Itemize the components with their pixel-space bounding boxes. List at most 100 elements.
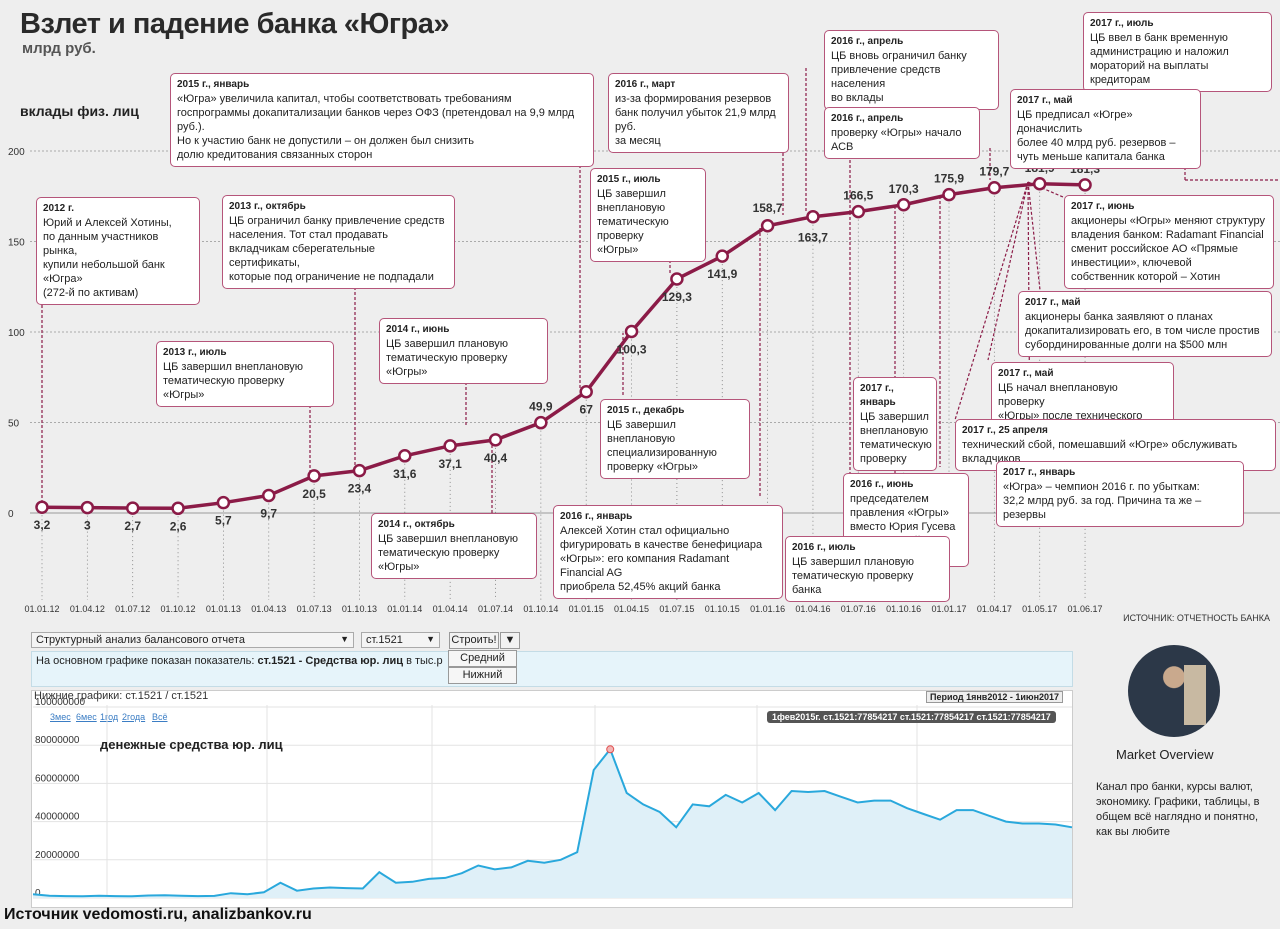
annotation-text: из-за формирования резервов банк получил… bbox=[615, 93, 776, 147]
data-label: 163,7 bbox=[798, 231, 828, 245]
x-tick-label: 01.07.14 bbox=[478, 604, 513, 614]
data-label: 2,6 bbox=[170, 519, 187, 533]
market-overview-description: Канал про банки, курсы валют, экономику.… bbox=[1096, 781, 1260, 838]
data-point bbox=[262, 488, 276, 503]
data-point bbox=[443, 439, 457, 453]
annotation-date: 2017 г., май bbox=[1025, 297, 1081, 308]
chart-title: Взлет и падение банка «Югра» bbox=[20, 8, 449, 40]
analysis-select-value: Структурный анализ балансового отчета bbox=[36, 634, 245, 646]
analysis-select[interactable]: Структурный анализ балансового отчета ▼ bbox=[31, 632, 354, 648]
annotation-date: 2016 г., июль bbox=[792, 542, 856, 553]
annotation-leader bbox=[987, 181, 1029, 361]
data-point bbox=[352, 463, 367, 478]
annotation-leader bbox=[1027, 181, 1041, 291]
data-label: 170,3 bbox=[889, 182, 919, 196]
x-tick-label: 01.10.13 bbox=[342, 604, 377, 614]
menu-item-middle[interactable]: Средний bbox=[448, 650, 517, 667]
build-button[interactable]: Строить! bbox=[449, 632, 499, 649]
annotation-date: 2013 г., июль bbox=[163, 347, 227, 358]
x-tick-label: 01.04.14 bbox=[433, 604, 468, 614]
data-point bbox=[806, 209, 820, 224]
x-tick-label: 01.06.17 bbox=[1068, 604, 1103, 614]
data-point bbox=[942, 187, 956, 202]
lower-y-tick-label: 60000000 bbox=[35, 773, 80, 784]
x-tick-label: 01.01.15 bbox=[569, 604, 604, 614]
x-tick-label: 01.10.16 bbox=[886, 604, 921, 614]
data-point bbox=[35, 500, 49, 514]
chevron-down-icon: ▼ bbox=[426, 634, 435, 644]
code-select-value: ст.1521 bbox=[366, 634, 403, 646]
data-point bbox=[216, 495, 231, 510]
data-label: 49,9 bbox=[529, 400, 553, 414]
info-prefix: На основном графике показан показатель: bbox=[36, 655, 258, 667]
series-line bbox=[41, 182, 1086, 511]
annotation-text: ЦБ вновь ограничил банку привлечение сре… bbox=[831, 50, 967, 104]
annotation-date: 2017 г., июнь bbox=[1071, 201, 1135, 212]
y-axis-label: вклады физ. лиц bbox=[20, 103, 139, 119]
data-point bbox=[80, 500, 95, 515]
data-point bbox=[987, 180, 1002, 195]
annotation-box: 2015 г., июль ЦБ завершил внеплановую тем… bbox=[590, 168, 706, 262]
annotation-text: ЦБ завершил плановую тематическую провер… bbox=[792, 556, 915, 596]
annotation-date: 2014 г., октябрь bbox=[378, 519, 455, 530]
lower-y-tick-label: 0 bbox=[35, 888, 41, 899]
zoom-1y-link[interactable]: 1год bbox=[100, 712, 119, 722]
build-menu-toggle[interactable]: ▼ bbox=[500, 632, 520, 649]
annotation-date: 2015 г., июль bbox=[597, 174, 661, 185]
annotation-box: 2013 г., октябрь ЦБ ограничил банку привл… bbox=[222, 195, 455, 289]
annotation-text: ЦБ завершил внеплановую специализированн… bbox=[607, 419, 717, 473]
chart-subtitle: млрд руб. bbox=[22, 40, 96, 57]
annotation-date: 2014 г., июнь bbox=[386, 324, 450, 335]
data-label: 175,9 bbox=[934, 172, 964, 186]
x-tick-label: 01.07.15 bbox=[659, 604, 694, 614]
code-select[interactable]: ст.1521 ▼ bbox=[361, 632, 440, 648]
x-tick-label: 01.04.16 bbox=[795, 604, 830, 614]
annotation-text: ЦБ завершил внеплановую тематическую про… bbox=[597, 188, 669, 256]
x-tick-label: 01.01.16 bbox=[750, 604, 785, 614]
annotation-date: 2016 г., январь bbox=[560, 511, 633, 522]
x-tick-label: 01.01.17 bbox=[931, 604, 966, 614]
lower-y-tick-label: 80000000 bbox=[35, 735, 80, 746]
data-label: 67 bbox=[580, 403, 594, 417]
data-label: 166,5 bbox=[843, 189, 873, 203]
annotation-text: акционеры банка заявляют о планах докапи… bbox=[1025, 311, 1260, 351]
annotation-box: 2017 г., май ЦБ предписал «Югре» доначисл… bbox=[1010, 89, 1201, 169]
data-point bbox=[624, 324, 639, 339]
zoom-all-link[interactable]: Всё bbox=[152, 712, 168, 722]
annotation-box: 2017 г., июль ЦБ ввел в банк временную ад… bbox=[1083, 12, 1272, 92]
data-point bbox=[896, 198, 911, 212]
data-label: 3,2 bbox=[34, 518, 51, 532]
info-value: ст.1521 - Средства юр. лиц bbox=[257, 655, 404, 667]
data-label: 20,5 bbox=[302, 487, 326, 501]
info-bar: На основном графике показан показатель: … bbox=[31, 651, 1073, 687]
zoom-3m-link[interactable]: 3мес bbox=[50, 712, 71, 722]
annotation-box: 2014 г., июнь ЦБ завершил плановую темати… bbox=[379, 318, 548, 384]
annotation-box: 2017 г., июнь акционеры «Югры» меняют стр… bbox=[1064, 195, 1274, 289]
annotation-box: 2017 г., январь ЦБ завершил внеплановую т… bbox=[853, 377, 937, 471]
x-tick-label: 01.04.12 bbox=[70, 604, 105, 614]
y-tick-label: 200 bbox=[8, 147, 25, 158]
y-tick-label: 50 bbox=[8, 419, 20, 430]
data-label: 179,7 bbox=[979, 165, 1009, 179]
zoom-6m-link[interactable]: 6мес bbox=[76, 712, 97, 722]
x-tick-label: 01.07.16 bbox=[841, 604, 876, 614]
menu-item-bottom[interactable]: Нижний bbox=[448, 667, 517, 684]
data-point bbox=[760, 219, 775, 233]
lower-area-fill bbox=[33, 749, 1072, 898]
zoom-2y-link[interactable]: 2года bbox=[122, 712, 146, 722]
x-tick-label: 01.04.15 bbox=[614, 604, 649, 614]
annotation-date: 2017 г., май bbox=[1017, 95, 1073, 106]
annotation-date: 2015 г., январь bbox=[177, 79, 250, 90]
data-label: 5,7 bbox=[215, 514, 232, 528]
data-label: 9,7 bbox=[260, 506, 277, 520]
annotation-date: 2016 г., апрель bbox=[831, 36, 904, 47]
data-point bbox=[670, 272, 684, 286]
annotation-text: Юрий и Алексей Хотины, по данным участни… bbox=[43, 217, 172, 299]
annotation-text: ЦБ завершил внеплановую тематическую про… bbox=[163, 361, 304, 401]
data-label: 100,3 bbox=[617, 342, 647, 356]
annotation-box: 2016 г., апрель ЦБ вновь ограничил банку … bbox=[824, 30, 999, 110]
x-tick-label: 01.01.13 bbox=[206, 604, 241, 614]
annotation-text: ЦБ завершил внеплановую тематическую про… bbox=[378, 533, 519, 573]
data-label: 40,4 bbox=[484, 451, 508, 465]
